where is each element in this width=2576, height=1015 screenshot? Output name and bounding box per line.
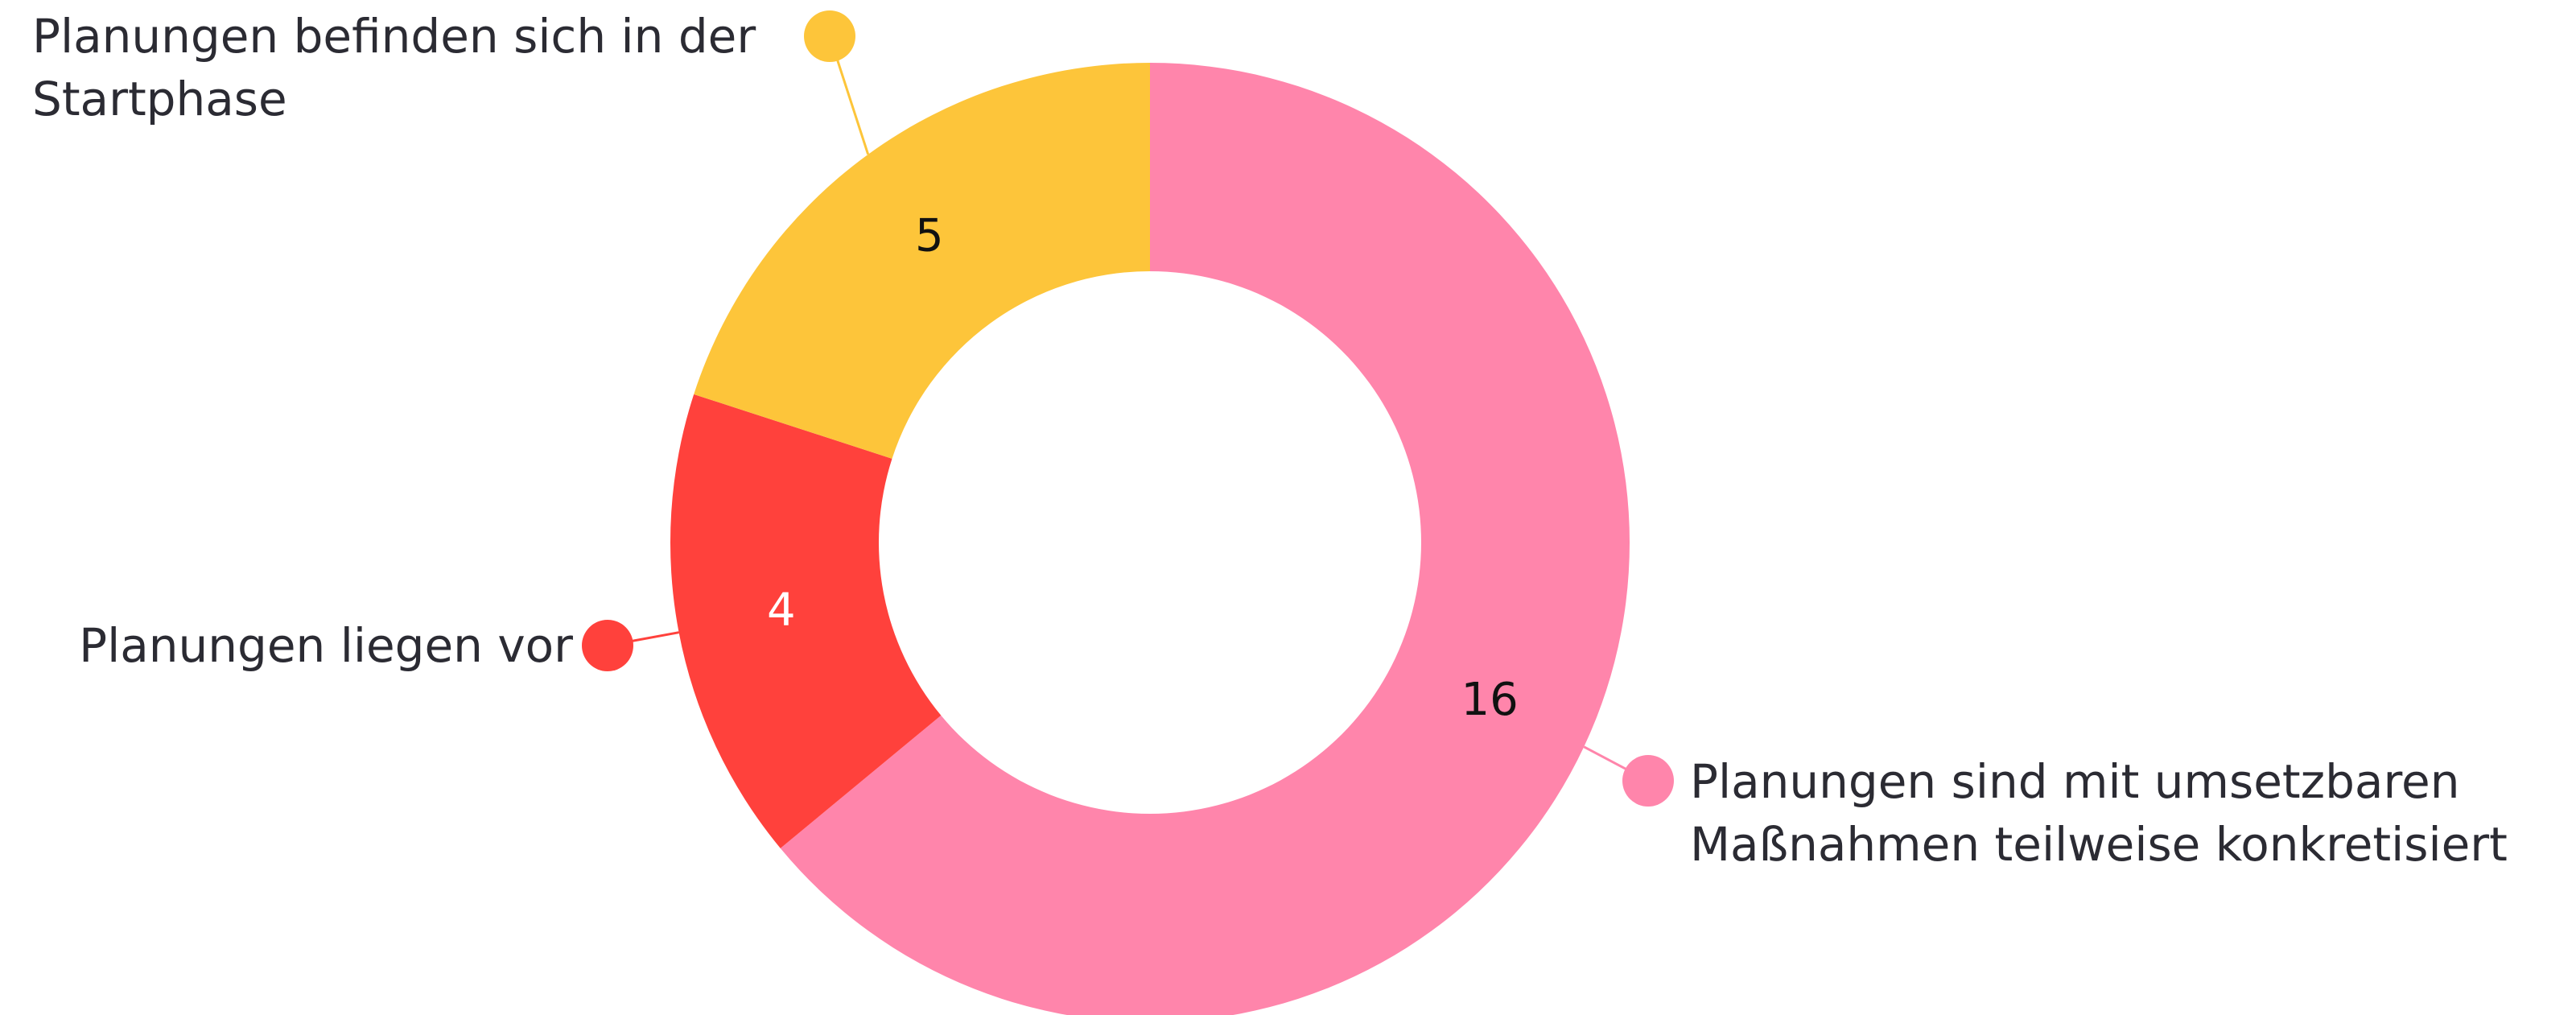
category-label: Planungen sind mit umsetzbaren Maßnahmen… (1690, 754, 2508, 872)
value-label: 4 (767, 584, 796, 637)
slice (780, 63, 1630, 1015)
category-label: Planungen liegen vor (79, 618, 573, 673)
legend-dot (804, 10, 855, 62)
category-label: Planungen befinden sich in der Startphas… (32, 9, 756, 126)
legend-dot (1622, 755, 1674, 807)
value-label: 5 (915, 210, 944, 262)
slice (670, 394, 942, 848)
value-label: 16 (1461, 674, 1518, 726)
legend-dot (582, 620, 633, 671)
slice (694, 63, 1150, 459)
